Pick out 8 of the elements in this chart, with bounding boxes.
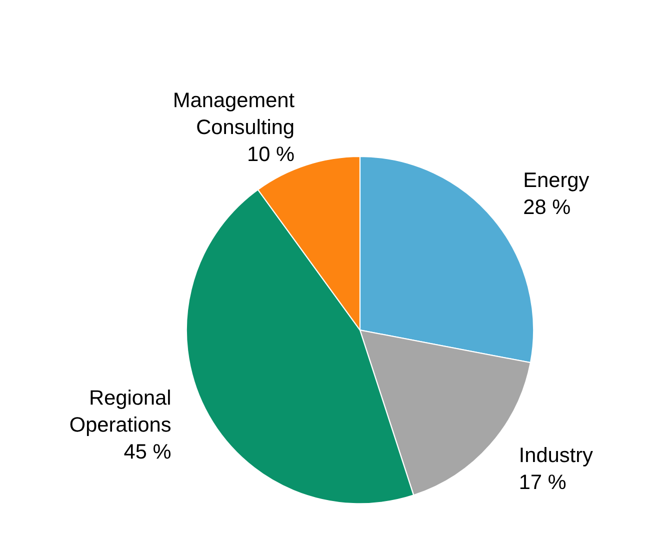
slice-label: Energy: [524, 172, 590, 192]
data-label: 10 %: [248, 146, 294, 162]
slice-label: Industry: [520, 446, 593, 466]
data-label: 28 %: [524, 199, 570, 214]
slice-label: Management Consulting: [174, 92, 294, 138]
data-label: 17 %: [520, 474, 566, 490]
data-label: 45 %: [124, 444, 171, 459]
slice-label: Regional Operations: [70, 390, 171, 436]
